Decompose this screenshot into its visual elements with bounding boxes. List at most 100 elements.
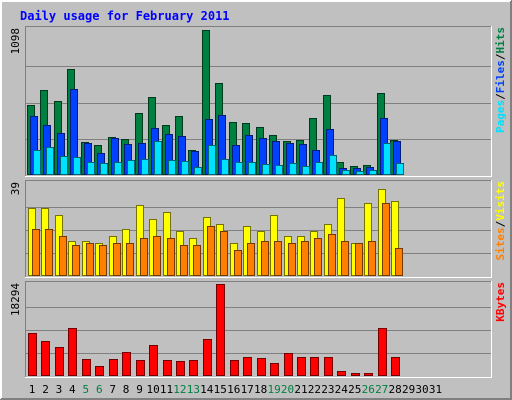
bar-pages-day-18 bbox=[262, 164, 270, 175]
x-tick-label-28: 28 bbox=[388, 383, 401, 396]
x-tick-label-7: 7 bbox=[109, 383, 116, 396]
bar-pages-day-27 bbox=[383, 143, 391, 175]
bar-kbytes-day-7 bbox=[109, 359, 118, 376]
bar-kbytes-day-26 bbox=[364, 373, 373, 376]
bar-kbytes-day-16 bbox=[230, 360, 239, 376]
bar-kbytes-day-24 bbox=[337, 371, 346, 376]
bar-pages-day-24 bbox=[342, 170, 350, 175]
bar-sites-day-19 bbox=[274, 241, 282, 276]
bar-sites-day-1 bbox=[32, 229, 40, 276]
bar-kbytes-day-20 bbox=[284, 353, 293, 376]
bar-kbytes-day-22 bbox=[310, 357, 319, 376]
bar-kbytes-day-4 bbox=[68, 328, 77, 376]
bar-pages-day-3 bbox=[60, 156, 68, 175]
bar-sites-day-10 bbox=[153, 236, 161, 276]
bar-pages-day-25 bbox=[356, 171, 364, 175]
x-tick-label-24: 24 bbox=[335, 383, 349, 396]
bar-pages-day-28 bbox=[396, 163, 404, 175]
x-tick-label-29: 29 bbox=[402, 383, 415, 396]
x-tick-label-6: 6 bbox=[96, 383, 103, 396]
x-tick-label-11: 11 bbox=[160, 383, 173, 396]
legend-visits-sites: Sites/Visits bbox=[494, 181, 507, 261]
bar-kbytes-day-27 bbox=[378, 328, 387, 376]
panel-hits-files-pages: 1098 Pages/Files/Hits bbox=[9, 26, 507, 177]
bar-sites-day-12 bbox=[180, 245, 188, 276]
bar-kbytes-day-19 bbox=[270, 363, 279, 376]
x-tick-label-3: 3 bbox=[56, 383, 63, 396]
legend-hits: Hits bbox=[494, 27, 507, 54]
bar-pages-day-20 bbox=[289, 163, 297, 175]
bar-pages-day-15 bbox=[221, 159, 229, 175]
legend-visits: Visits bbox=[494, 181, 507, 221]
x-tick-label-12: 12 bbox=[173, 383, 186, 396]
bar-kbytes-day-25 bbox=[351, 373, 360, 376]
legend-hits-files-pages: Pages/Files/Hits bbox=[494, 27, 507, 133]
bar-pages-day-2 bbox=[46, 147, 54, 175]
bar-sites-day-9 bbox=[140, 238, 148, 276]
bar-pages-day-8 bbox=[127, 160, 135, 175]
bar-kbytes-day-13 bbox=[189, 360, 198, 376]
bar-kbytes-day-5 bbox=[82, 359, 91, 376]
bar-sites-day-23 bbox=[328, 234, 336, 276]
bar-kbytes-day-14 bbox=[203, 339, 212, 376]
x-tick-label-13: 13 bbox=[187, 383, 200, 396]
bar-pages-day-17 bbox=[248, 162, 256, 175]
bar-sites-day-6 bbox=[99, 245, 107, 276]
bar-sites-day-13 bbox=[193, 245, 201, 276]
legend-kbytes: KBytes bbox=[494, 282, 507, 322]
bar-kbytes-day-8 bbox=[122, 352, 131, 376]
x-tick-label-8: 8 bbox=[123, 383, 130, 396]
y-max-label: 1098 bbox=[9, 28, 22, 55]
panel-kbytes: 18294 KBytes bbox=[9, 281, 507, 378]
bar-pages-day-4 bbox=[73, 157, 81, 175]
bar-pages-day-9 bbox=[141, 159, 149, 175]
x-tick-label-20: 20 bbox=[281, 383, 294, 396]
x-tick-label-2: 2 bbox=[42, 383, 49, 396]
bar-sites-day-2 bbox=[45, 229, 53, 276]
bar-sites-day-11 bbox=[167, 238, 175, 276]
x-tick-label-10: 10 bbox=[146, 383, 159, 396]
x-tick-label-9: 9 bbox=[136, 383, 143, 396]
bar-sites-day-4 bbox=[72, 245, 80, 276]
bar-kbytes-day-6 bbox=[95, 366, 104, 376]
x-tick-label-21: 21 bbox=[294, 383, 307, 396]
bar-sites-day-26 bbox=[368, 241, 376, 276]
x-tick-label-25: 25 bbox=[348, 383, 361, 396]
bar-pages-day-13 bbox=[194, 167, 202, 175]
legend-separator: / bbox=[494, 220, 507, 227]
bar-pages-day-1 bbox=[33, 150, 41, 175]
bar-sites-day-5 bbox=[86, 243, 94, 276]
bar-kbytes-day-12 bbox=[176, 361, 185, 376]
bar-kbytes-day-21 bbox=[297, 357, 306, 376]
bar-kbytes-day-9 bbox=[136, 360, 145, 376]
x-tick-label-17: 17 bbox=[241, 383, 254, 396]
chart-title: Daily usage for February 2011 bbox=[20, 9, 230, 23]
legend-kbytes: KBytes bbox=[494, 282, 507, 322]
bar-kbytes-day-18 bbox=[257, 358, 266, 376]
x-tick-label-27: 27 bbox=[375, 383, 388, 396]
bar-kbytes-day-2 bbox=[41, 341, 50, 376]
x-tick-label-5: 5 bbox=[82, 383, 89, 396]
bar-pages-day-5 bbox=[87, 162, 95, 175]
x-tick-label-31: 31 bbox=[429, 383, 442, 396]
bar-pages-day-14 bbox=[208, 145, 216, 175]
bar-kbytes-day-23 bbox=[324, 357, 333, 376]
bar-sites-day-21 bbox=[301, 241, 309, 276]
bar-kbytes-day-17 bbox=[243, 357, 252, 376]
bar-pages-day-19 bbox=[275, 165, 283, 175]
bar-sites-day-15 bbox=[220, 231, 228, 276]
panel-visits-sites: 39 Sites/Visits bbox=[9, 180, 507, 278]
y-max-label: 39 bbox=[9, 182, 22, 195]
bar-kbytes-day-28 bbox=[391, 357, 400, 376]
legend-sites: Sites bbox=[494, 227, 507, 260]
x-tick-label-1: 1 bbox=[29, 383, 36, 396]
x-axis-labels: 1 2 3 4 5 6 7 8 9 10 11 12 13 14 15 16 17 18 19 20 21 22 23 24 2… bbox=[29, 383, 442, 396]
y-max-label: 18294 bbox=[9, 283, 22, 316]
bar-kbytes-day-15 bbox=[216, 284, 225, 376]
bar-pages-day-11 bbox=[168, 160, 176, 175]
x-tick-label-16: 16 bbox=[227, 383, 240, 396]
bar-sites-day-7 bbox=[113, 243, 121, 276]
x-tick-label-30: 30 bbox=[415, 383, 428, 396]
x-tick-label-18: 18 bbox=[254, 383, 267, 396]
bar-sites-day-8 bbox=[126, 243, 134, 276]
